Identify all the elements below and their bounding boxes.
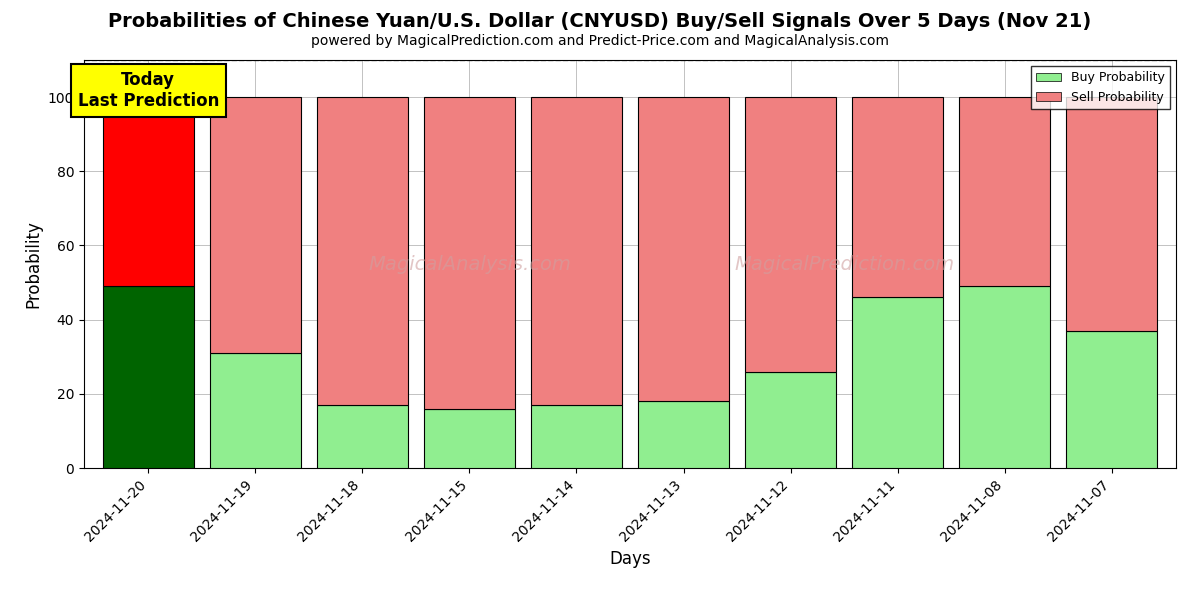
Bar bbox=[530, 405, 622, 468]
Y-axis label: Probability: Probability bbox=[24, 220, 42, 308]
Bar bbox=[638, 97, 730, 401]
Bar bbox=[745, 371, 836, 468]
Bar bbox=[959, 286, 1050, 468]
Text: MagicalAnalysis.com: MagicalAnalysis.com bbox=[368, 254, 571, 274]
Text: Probabilities of Chinese Yuan/U.S. Dollar (CNYUSD) Buy/Sell Signals Over 5 Days : Probabilities of Chinese Yuan/U.S. Dolla… bbox=[108, 12, 1092, 31]
Bar bbox=[1067, 331, 1157, 468]
Text: powered by MagicalPrediction.com and Predict-Price.com and MagicalAnalysis.com: powered by MagicalPrediction.com and Pre… bbox=[311, 34, 889, 48]
Bar bbox=[317, 405, 408, 468]
Bar bbox=[852, 97, 943, 298]
Bar bbox=[103, 97, 193, 286]
Bar bbox=[1067, 97, 1157, 331]
Bar bbox=[638, 401, 730, 468]
Bar bbox=[745, 97, 836, 371]
Bar bbox=[959, 97, 1050, 286]
Bar bbox=[317, 97, 408, 405]
Text: Today
Last Prediction: Today Last Prediction bbox=[78, 71, 218, 110]
Legend: Buy Probability, Sell Probability: Buy Probability, Sell Probability bbox=[1031, 66, 1170, 109]
Bar bbox=[210, 97, 301, 353]
Bar bbox=[530, 97, 622, 405]
Bar bbox=[424, 97, 515, 409]
Bar bbox=[852, 298, 943, 468]
Bar bbox=[424, 409, 515, 468]
Bar bbox=[103, 286, 193, 468]
Text: MagicalPrediction.com: MagicalPrediction.com bbox=[734, 254, 954, 274]
Bar bbox=[210, 353, 301, 468]
X-axis label: Days: Days bbox=[610, 550, 650, 568]
